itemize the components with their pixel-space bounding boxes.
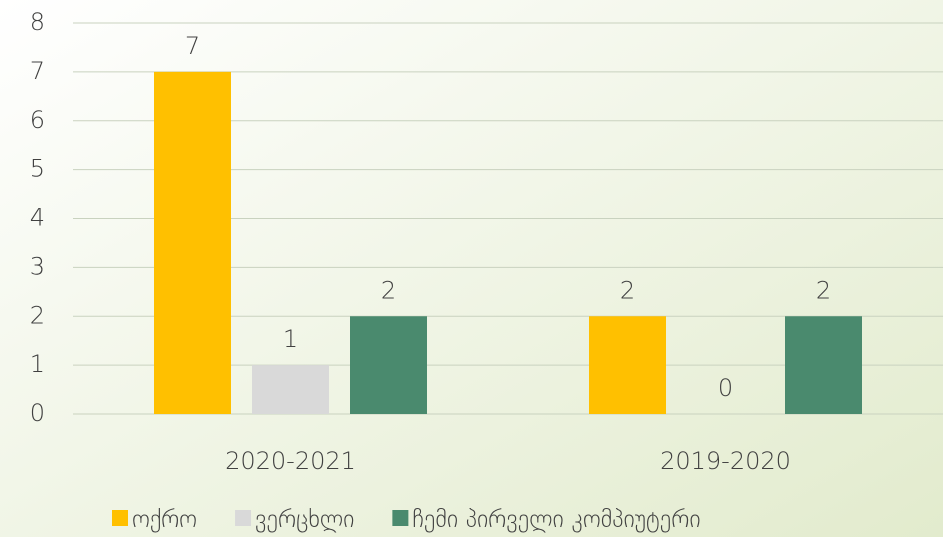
y-tick-label: 3: [30, 252, 45, 280]
y-tick-label: 6: [30, 106, 45, 134]
x-tick-label: 2020-2021: [225, 447, 356, 475]
legend-label: ჩემი პირველი კომპიუტერი: [412, 505, 700, 533]
data-label: 1: [283, 325, 298, 353]
data-label: 0: [718, 374, 733, 402]
legend-label: ვერცხლი: [255, 505, 354, 533]
y-tick-label: 8: [30, 8, 45, 36]
bar: [589, 316, 666, 414]
legend-swatch: [235, 510, 252, 526]
bar: [350, 316, 427, 414]
data-label: 7: [185, 32, 200, 60]
legend-swatch: [112, 510, 128, 526]
data-label: 2: [816, 276, 831, 304]
data-label: 2: [620, 276, 635, 304]
y-tick-label: 5: [30, 155, 45, 183]
y-tick-label: 2: [30, 301, 45, 329]
y-tick-label: 7: [30, 57, 45, 85]
y-tick-label: 0: [30, 399, 45, 427]
bar: [785, 316, 862, 414]
y-tick-label: 4: [30, 204, 45, 232]
x-tick-label: 2019-2020: [660, 447, 791, 475]
bar: [252, 365, 329, 414]
data-label: 2: [381, 276, 396, 304]
y-tick-label: 1: [30, 350, 45, 378]
bar: [154, 71, 231, 414]
legend-swatch: [392, 510, 409, 526]
legend-label: ოქრო: [132, 505, 197, 533]
